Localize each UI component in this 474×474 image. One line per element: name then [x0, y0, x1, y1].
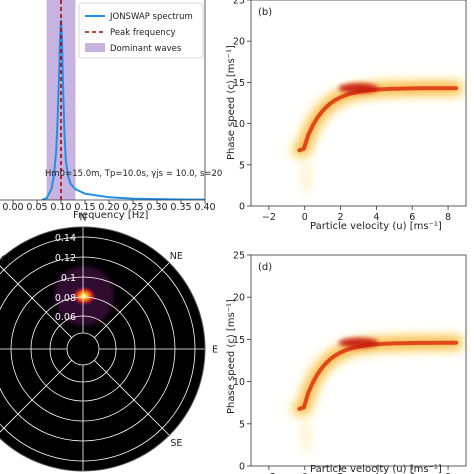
legend-band-label: Dominant waves — [110, 44, 182, 54]
x-tick-label: 0.20 — [98, 202, 119, 213]
direction-label-se: SE — [170, 438, 182, 449]
y-tick-label: 20 — [233, 293, 245, 304]
density-core — [338, 337, 379, 348]
x-tick-label: 0.00 — [2, 202, 23, 213]
panel-c-label: (c) — [0, 253, 10, 264]
x-tick-label: −2 — [262, 212, 276, 223]
direction-label-e: E — [212, 345, 218, 356]
y-tick-label: 20 — [233, 37, 245, 48]
directional-hotspot — [71, 286, 97, 306]
spectrum-x-label: Frequency [Hz] — [73, 210, 149, 221]
y-tick-label: 10 — [233, 119, 245, 130]
y-tick-label: 0 — [239, 462, 245, 473]
radial-tick-label: 0.1 — [61, 273, 76, 284]
velocity-density-panel-d: −2 0 2 4 6 8 0 5 10 15 20 25 (d) Particle velocity … — [226, 251, 467, 474]
y-tick-label: 15 — [233, 78, 245, 89]
panel-b-x-label: Particle velocity (u) [ms⁻¹] — [310, 221, 442, 232]
x-tick-label: 0 — [302, 472, 308, 474]
y-tick-label: 25 — [233, 251, 245, 262]
y-tick-label: 15 — [233, 335, 245, 346]
y-tick-label: 25 — [233, 0, 245, 7]
x-tick-label: 2 — [338, 472, 344, 474]
polar-spoke — [94, 262, 170, 338]
panel-b-y-label: Phase speed (c) [ms⁻¹] — [226, 45, 237, 160]
x-tick-label: 8 — [445, 472, 451, 474]
polar-spoke — [0, 360, 72, 433]
radial-tick-label: 0.12 — [55, 253, 76, 264]
panel-d-x-label: Particle velocity (u) [ms⁻¹] — [310, 464, 442, 474]
radial-tick-label: 0.06 — [55, 312, 76, 323]
panel-d-ticks: −2 0 2 4 6 8 0 5 10 15 20 25 — [233, 251, 451, 474]
spectrum-annotation: Hm0=15.0m, Tp=10.0s, γjs = 10.0, s=20 — [45, 169, 222, 179]
x-tick-label: 0.35 — [170, 202, 191, 213]
x-tick-label: 0.30 — [146, 202, 167, 213]
polar-labels: NNEESESSWWNW0.060.080.10.120.14 — [55, 213, 218, 449]
x-tick-label: 4 — [373, 212, 379, 223]
x-tick-label: 0 — [302, 212, 308, 223]
spectrum-x-ticks: 0.00 0.05 0.10 0.15 0.20 0.25 0.30 0.35 0.40 — [2, 200, 216, 213]
y-tick-label: 0 — [239, 202, 245, 213]
directional-spectrum-panel: NNEESESSWWNW0.060.080.10.120.14 (c) — [0, 213, 218, 472]
x-tick-label: 0.15 — [74, 202, 95, 213]
density-plume-b — [288, 77, 466, 196]
panel-d-y-label: Phase speed (c) [ms⁻¹] — [226, 299, 237, 414]
y-tick-label: 5 — [239, 160, 245, 171]
spectrum-legend: JONSWAP spectrum Peak frequency Dominant… — [78, 2, 204, 59]
y-tick-label: 5 — [239, 419, 245, 430]
polar-outline — [0, 226, 206, 472]
panel-b-ticks: −2 0 2 4 6 8 0 5 10 15 20 25 — [233, 0, 451, 223]
velocity-density-panel-b: −2 0 2 4 6 8 0 5 10 15 20 25 (b) Particle velocity … — [226, 0, 467, 232]
direction-label-ne: NE — [170, 251, 183, 262]
x-tick-label: 0.10 — [50, 202, 71, 213]
density-plume-d — [288, 331, 466, 455]
spectrum-line — [41, 19, 205, 200]
y-tick-label: 10 — [233, 377, 245, 388]
x-tick-label: 8 — [445, 212, 451, 223]
polar-spoke — [0, 265, 72, 338]
x-tick-label: 0.05 — [26, 202, 47, 213]
panel-d-label: (d) — [258, 262, 272, 273]
density-core — [338, 83, 379, 94]
legend-peak-label: Peak frequency — [110, 28, 176, 38]
density-ridge — [297, 340, 459, 411]
panel-d-frame — [250, 254, 467, 467]
x-tick-label: −2 — [262, 472, 276, 474]
radial-tick-label: 0.08 — [55, 293, 76, 304]
x-tick-label: 2 — [338, 212, 344, 223]
x-tick-label: 6 — [409, 472, 415, 474]
spectrum-panel: 0.00 0.05 0.10 0.15 0.20 0.25 0.30 0.35 0.40 Fre… — [0, 0, 222, 221]
radial-tick-label: 0.14 — [55, 233, 76, 244]
polar-spoke — [94, 360, 170, 436]
density-ridge — [297, 86, 459, 153]
x-tick-label: 6 — [409, 212, 415, 223]
x-tick-label: 0.25 — [122, 202, 143, 213]
legend-spectrum-label: JONSWAP spectrum — [109, 12, 193, 22]
polar-grid — [0, 226, 206, 472]
panel-b-label: (b) — [258, 7, 272, 18]
panel-b-frame — [250, 0, 467, 207]
direction-label-n: N — [79, 213, 86, 224]
density-tail — [301, 159, 312, 196]
density-tail — [301, 418, 312, 455]
legend-band-swatch — [85, 43, 105, 52]
x-tick-label: 0.40 — [194, 202, 215, 213]
x-tick-label: 4 — [373, 472, 379, 474]
